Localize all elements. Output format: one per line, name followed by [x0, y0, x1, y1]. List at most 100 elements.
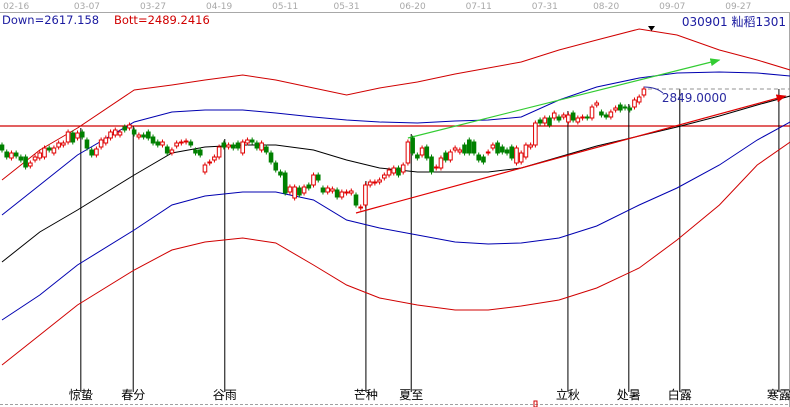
candle [400, 162, 406, 175]
candle [603, 112, 609, 120]
latest-bar-marker-icon [648, 26, 655, 31]
candle [315, 172, 321, 183]
candle [108, 129, 113, 141]
candle-body [400, 164, 406, 173]
candle-body [618, 104, 623, 111]
candle-body [344, 191, 349, 194]
candle [117, 129, 123, 138]
candle-body [94, 148, 99, 156]
candle-body [471, 141, 477, 154]
candle [396, 165, 401, 178]
candle-body [481, 156, 486, 163]
candle [56, 140, 61, 150]
candle-body [70, 132, 76, 143]
candle [330, 186, 335, 194]
candle [410, 135, 415, 156]
candle [556, 114, 562, 123]
date-tick-label: 09-27 [725, 2, 751, 12]
candle-body [561, 114, 566, 118]
candle-body [325, 187, 330, 193]
candle-body [127, 124, 132, 129]
date-tick-label: 03-07 [74, 2, 100, 12]
candle [575, 115, 581, 125]
candle [278, 169, 283, 178]
candle [490, 142, 496, 151]
candle [301, 184, 307, 196]
candle [471, 139, 477, 156]
candle [580, 114, 585, 121]
candle [599, 109, 604, 118]
candle-body [495, 142, 500, 154]
candle [457, 147, 463, 155]
candle-body [547, 117, 552, 126]
candle-body [146, 131, 151, 139]
candle [627, 105, 633, 113]
candle [419, 145, 425, 158]
candle [122, 124, 128, 133]
candle [46, 145, 52, 153]
solar-term-label: 谷雨 [213, 388, 237, 402]
candle-body [405, 141, 411, 164]
candle-body [37, 152, 43, 159]
candle [146, 129, 151, 141]
candle-body [259, 142, 264, 151]
candle [131, 127, 137, 137]
candle [485, 149, 491, 156]
candle [561, 112, 566, 120]
candle [636, 94, 642, 105]
date-tick-label: 04-19 [206, 2, 232, 12]
candle-body [580, 116, 585, 119]
candle-body [207, 161, 212, 164]
candle [174, 140, 179, 149]
candle [89, 147, 94, 158]
candle [325, 185, 330, 195]
candle-body [193, 149, 198, 154]
candle [570, 110, 576, 123]
candle [566, 112, 571, 125]
candle-body [79, 131, 85, 138]
candle-body [636, 96, 642, 103]
candle-body [391, 167, 397, 174]
candle-body [212, 156, 217, 161]
candle-body [0, 144, 5, 151]
candle [518, 150, 524, 165]
candle-body [131, 129, 137, 135]
candle-body [556, 116, 562, 121]
candle-body [51, 147, 57, 154]
solar-term-label: 芒种 [354, 387, 378, 402]
candle [112, 127, 118, 138]
candle [415, 152, 420, 161]
date-tick-label: 05-11 [272, 2, 298, 12]
candle [240, 139, 246, 156]
candle [79, 129, 85, 140]
candle-body [589, 106, 595, 119]
candle [221, 140, 227, 150]
candle-body [382, 174, 387, 179]
candle-body [627, 107, 633, 111]
candle-body [419, 147, 425, 156]
candle [551, 110, 557, 121]
candle [424, 144, 430, 161]
candle [528, 142, 533, 150]
candle [287, 184, 293, 195]
candle-body [594, 102, 600, 106]
candle [51, 145, 57, 156]
candle-body [334, 189, 340, 198]
candle-body [348, 190, 354, 194]
candle [584, 114, 590, 121]
candle-body [278, 171, 283, 176]
solar-term-label: 寒露 [767, 387, 790, 402]
candle [28, 160, 33, 169]
candle-body [282, 172, 288, 194]
candle-body [599, 111, 604, 116]
candle-body [377, 179, 382, 183]
candle-body [485, 151, 491, 154]
date-tick-label: 02-16 [3, 2, 29, 12]
candle [155, 139, 161, 148]
candle-body [537, 119, 543, 124]
candle-body [28, 162, 33, 167]
candle [533, 120, 538, 148]
candle-body [103, 137, 109, 144]
candle [207, 159, 212, 166]
